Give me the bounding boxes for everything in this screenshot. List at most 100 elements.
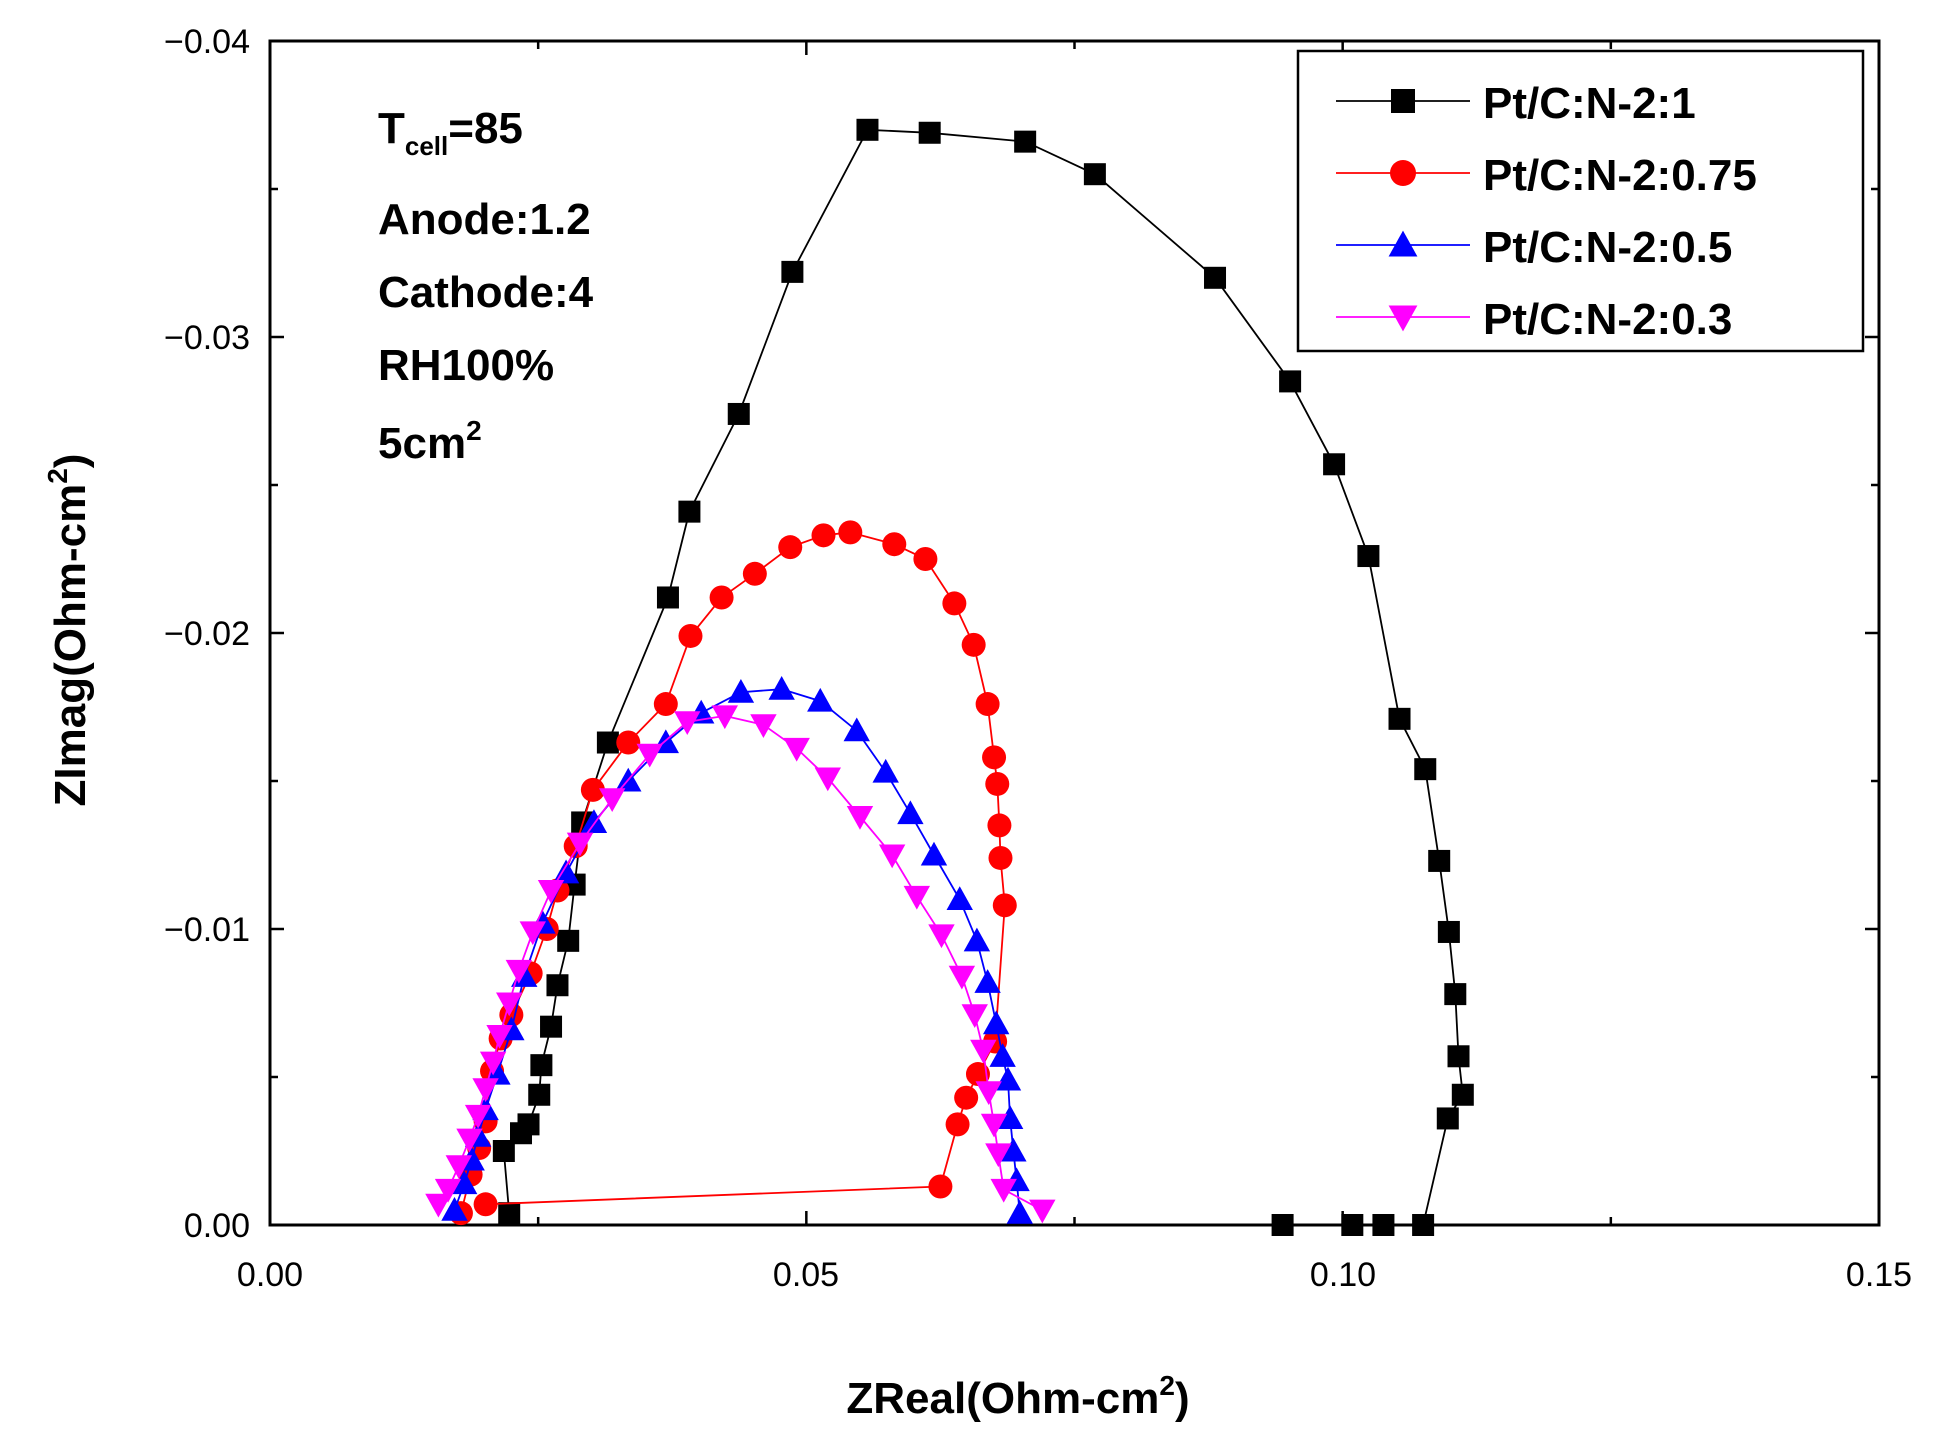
data-point-triangle-down [980, 1113, 1008, 1138]
data-point-square [528, 1083, 551, 1106]
data-point-square [1437, 920, 1460, 943]
data-point-triangle-down [519, 921, 547, 946]
area-value: 5cm [378, 419, 466, 468]
data-point-triangle-down [537, 879, 565, 904]
data-point-square [678, 500, 701, 523]
data-point-square [557, 929, 580, 952]
data-point-square [498, 1202, 521, 1225]
y-tick-label: −0.03 [164, 319, 250, 357]
data-point-square [1014, 130, 1037, 153]
data-point-square [1391, 89, 1415, 113]
y-tick-label: 0.00 [184, 1207, 250, 1245]
data-point-circle [473, 1192, 498, 1217]
data-point-square [1323, 453, 1346, 476]
data-point-square [517, 1113, 540, 1136]
data-point-triangle-up [843, 717, 870, 742]
data-point-circle [988, 845, 1013, 870]
x-tick-label: 0.10 [1310, 1256, 1376, 1294]
data-point-triangle-down [948, 965, 976, 990]
data-point-triangle-down [1388, 305, 1418, 332]
data-point-triangle-down [505, 959, 533, 984]
x-tick-label: 0.05 [773, 1256, 839, 1294]
data-point-triangle-down [846, 805, 874, 830]
area-sup: 2 [466, 415, 482, 446]
data-point-circle [942, 591, 967, 616]
data-point-triangle-down [434, 1178, 462, 1203]
data-point-square [1279, 370, 1302, 393]
data-point-triangle-down [445, 1155, 472, 1179]
x-tick-labels: 0.00 0.05 0.10 0.15 [237, 1256, 1912, 1294]
data-point-triangle-up [1000, 1137, 1027, 1162]
data-point-triangle-down [783, 737, 810, 762]
data-point-square [918, 121, 941, 144]
legend-label: Pt/C:N-2:0.3 [1483, 295, 1732, 344]
data-point-triangle-up [920, 841, 948, 866]
data-point-triangle-down [985, 1143, 1012, 1168]
data-point-circle [709, 585, 734, 610]
series-3 [441, 676, 1033, 1224]
data-point-square [1271, 1214, 1294, 1236]
data-point-triangle-up [1006, 1199, 1033, 1224]
y-axis-title-sup: 2 [42, 468, 73, 484]
data-point-square [1388, 707, 1411, 730]
data-point-square [1083, 163, 1106, 186]
data-point-circle [965, 1062, 990, 1087]
data-point-triangle-down [1029, 1199, 1056, 1224]
data-point-triangle-down [464, 1104, 492, 1129]
data-point-triangle-up [982, 1010, 1010, 1035]
data-point-triangle-down [711, 705, 739, 730]
data-point-triangle-down [674, 711, 701, 735]
y-tick-label: −0.02 [164, 615, 250, 653]
area-annotation: 5cm2 [378, 415, 482, 468]
cathode-annotation: Cathode:4 [378, 268, 594, 317]
series-2 [448, 520, 1017, 1226]
data-point-triangle-down [479, 1051, 507, 1076]
data-point-square [1412, 1214, 1435, 1236]
data-point-circle [742, 561, 767, 586]
series-line [460, 531, 1006, 1214]
legend-label: Pt/C:N-2:0.5 [1483, 223, 1732, 272]
data-point-circle [678, 623, 703, 648]
data-point-triangle-up [994, 1066, 1022, 1091]
x-tick-label: 0.00 [237, 1256, 303, 1294]
data-point-square [1436, 1107, 1459, 1130]
data-point-triangle-up [580, 809, 608, 833]
tcell-symbol: T [378, 104, 405, 153]
data-point-circle [982, 745, 1007, 770]
data-point-triangle-up [946, 886, 973, 910]
tcell-value: =85 [448, 104, 523, 153]
data-point-triangle-down [456, 1128, 483, 1153]
data-point-triangle-down [636, 743, 663, 768]
series-layer [425, 118, 1474, 1236]
x-axis-title-main: ZReal(Ohm-cm [846, 1374, 1159, 1423]
tcell-annotation: Tcell=85 [378, 104, 523, 161]
data-point-circle [653, 692, 678, 717]
data-point-circle [975, 692, 1000, 717]
anode-annotation: Anode:1.2 [378, 195, 591, 244]
x-tick-label: 0.15 [1846, 1256, 1912, 1294]
y-axis-title: ZImag(Ohm-cm2) [42, 454, 95, 807]
data-point-triangle-down [903, 885, 931, 910]
data-point-circle [838, 520, 863, 545]
data-point-circle [961, 632, 986, 657]
data-point-square [1451, 1083, 1474, 1106]
x-axis-title: ZReal(Ohm-cm2) [846, 1370, 1189, 1423]
legend-label: Pt/C:N-2:0.75 [1483, 151, 1757, 200]
data-point-square [1414, 758, 1437, 781]
rh-annotation: RH100% [378, 341, 554, 390]
data-point-circle [913, 547, 938, 571]
data-point-triangle-up [1388, 230, 1418, 257]
data-point-square [656, 586, 679, 609]
data-point-triangle-down [970, 1039, 997, 1064]
data-point-square [727, 402, 750, 425]
data-point-triangle-up [963, 927, 991, 952]
data-point-triangle-down [878, 844, 906, 869]
data-point-circle [616, 730, 641, 755]
data-point-triangle-down [598, 788, 626, 812]
data-point-triangle-down [814, 767, 841, 792]
data-point-circle [985, 771, 1010, 796]
data-point-triangle-up [872, 758, 899, 783]
data-point-triangle-down [975, 1081, 1002, 1105]
data-point-triangle-down [566, 832, 594, 857]
